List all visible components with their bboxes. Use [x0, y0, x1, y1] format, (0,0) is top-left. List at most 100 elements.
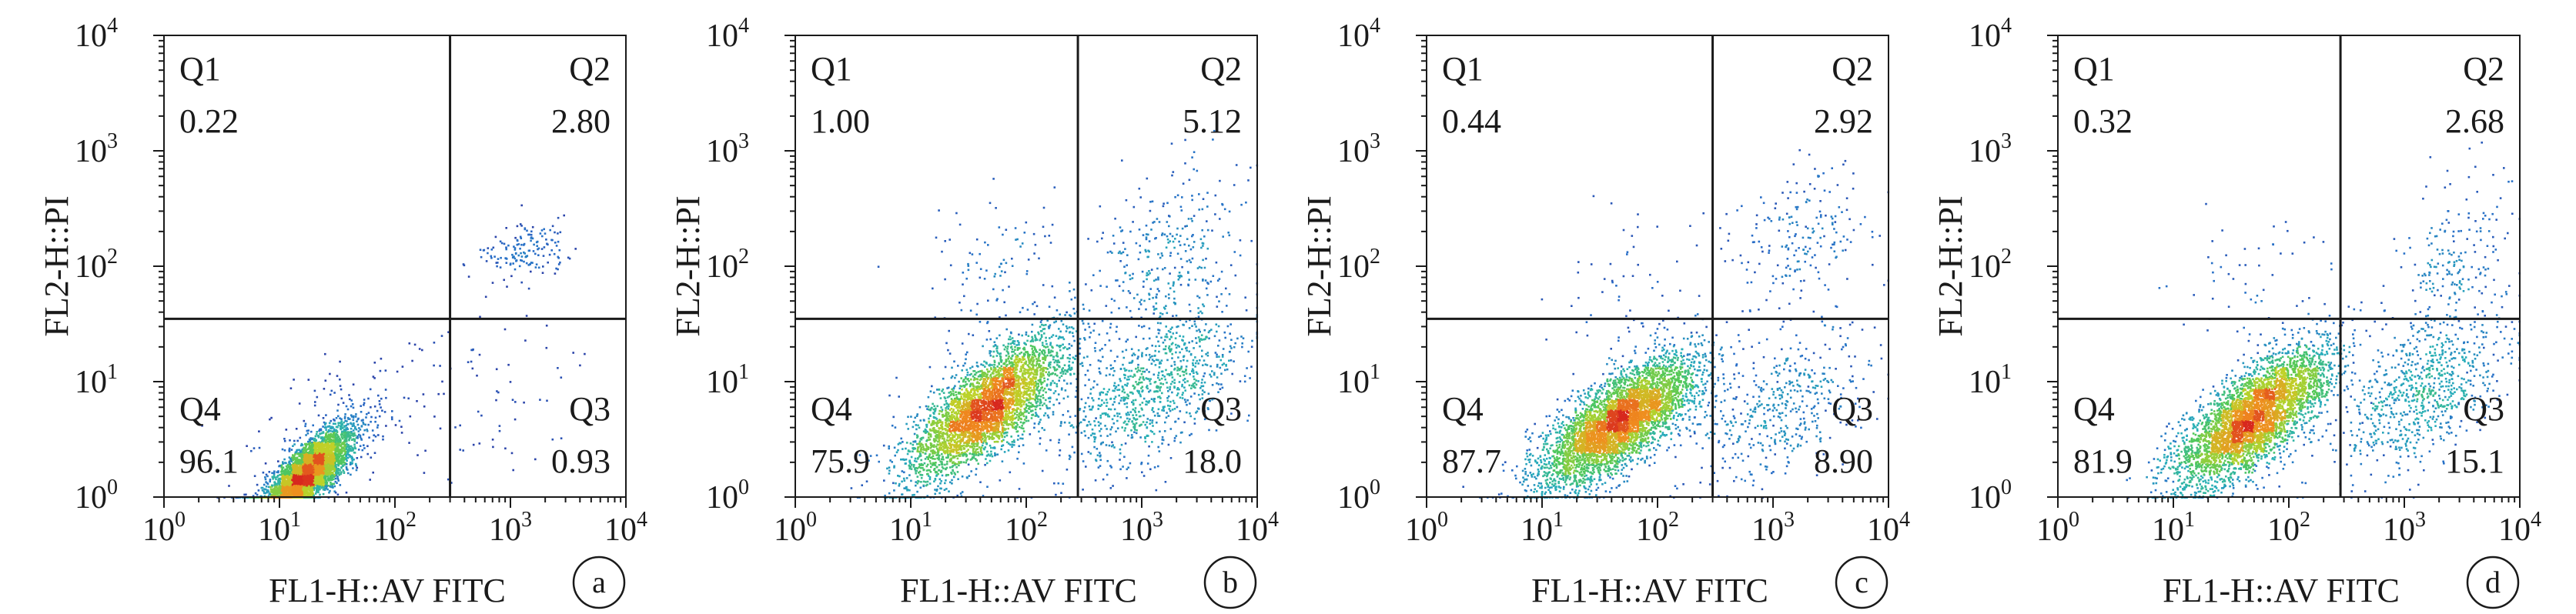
event-dot — [350, 445, 353, 448]
event-dot — [319, 488, 321, 491]
event-dot — [310, 452, 313, 455]
event-dot — [299, 444, 303, 447]
event-dot — [362, 421, 364, 424]
event-dot — [324, 425, 327, 429]
event-dot — [351, 425, 354, 427]
event-dot — [272, 488, 274, 491]
event-dot — [319, 449, 322, 452]
event-dot — [330, 419, 333, 422]
event-dot — [394, 424, 397, 426]
event-dot — [365, 416, 367, 419]
event-dot — [357, 449, 360, 451]
event-dot — [342, 469, 345, 472]
event-dot — [267, 486, 270, 489]
event-dot — [337, 449, 340, 452]
event-dot — [312, 471, 315, 473]
event-dot — [381, 409, 383, 412]
event-dot — [363, 447, 366, 449]
event-dot — [350, 461, 352, 464]
event-dot — [516, 239, 519, 242]
event-dot — [334, 466, 337, 468]
event-dot — [574, 248, 577, 250]
event-dot — [330, 452, 333, 454]
event-dot — [309, 445, 311, 447]
event-dot — [273, 481, 276, 483]
event-dot — [278, 483, 280, 486]
event-dot — [527, 287, 530, 290]
event-dot — [305, 445, 307, 448]
event-dot — [298, 449, 301, 452]
event-dot — [490, 255, 493, 258]
event-dot — [333, 429, 336, 432]
event-dot — [534, 252, 537, 255]
event-dot — [350, 414, 353, 416]
event-dot — [281, 488, 284, 491]
event-dot — [519, 223, 522, 225]
event-dot — [289, 464, 292, 466]
event-dot — [330, 476, 333, 479]
event-dot — [310, 447, 313, 449]
event-dot — [325, 479, 327, 482]
event-dot — [330, 464, 333, 467]
event-dot — [336, 493, 340, 496]
event-dot — [492, 445, 494, 449]
event-dot — [320, 484, 323, 487]
event-dot — [514, 247, 517, 249]
event-dot — [323, 488, 326, 490]
event-dot — [296, 462, 299, 465]
event-dot — [322, 450, 324, 452]
event-dot — [333, 439, 336, 442]
event-dot — [296, 459, 298, 461]
event-dot — [334, 457, 337, 459]
event-dot — [315, 455, 317, 458]
event-dot — [491, 282, 494, 284]
event-dot — [288, 493, 290, 496]
event-dot — [377, 434, 380, 436]
event-dot — [350, 434, 353, 436]
event-dot — [330, 469, 333, 471]
event-dot — [313, 439, 315, 442]
event-dot — [318, 486, 320, 489]
event-dot — [310, 483, 313, 486]
event-dot — [301, 448, 304, 451]
event-dot — [337, 461, 340, 463]
event-dot — [328, 460, 331, 463]
event-dot — [327, 466, 330, 469]
event-dot — [348, 438, 350, 441]
event-dot — [277, 460, 279, 462]
event-dot — [314, 435, 317, 438]
event-dot — [333, 485, 336, 488]
event-dot — [356, 466, 359, 469]
event-dot — [343, 457, 346, 459]
event-dot — [352, 429, 355, 432]
event-dot — [359, 434, 362, 437]
event-dot — [300, 491, 303, 493]
event-dot — [547, 243, 549, 246]
event-dot — [353, 443, 356, 445]
event-dot — [376, 409, 379, 412]
event-dot — [292, 445, 294, 447]
event-dot — [520, 252, 522, 255]
event-dot — [330, 427, 333, 430]
event-dot — [334, 480, 337, 483]
event-dot — [553, 252, 556, 255]
event-dot — [307, 494, 309, 496]
event-dot — [519, 235, 522, 239]
event-dot — [511, 399, 514, 401]
event-dot — [554, 242, 557, 244]
event-dot — [269, 486, 272, 489]
event-dot — [289, 462, 291, 466]
event-dot — [349, 449, 351, 452]
event-dot — [316, 431, 318, 433]
event-dot — [517, 254, 520, 257]
event-dot — [329, 473, 331, 476]
event-dot — [283, 470, 286, 473]
event-dot — [261, 486, 264, 489]
event-dot — [344, 435, 346, 438]
event-dot — [309, 477, 313, 480]
event-dot — [340, 458, 342, 460]
event-dot — [318, 449, 320, 452]
event-dot — [319, 452, 321, 455]
event-dot — [367, 397, 370, 400]
event-dot — [370, 456, 373, 459]
